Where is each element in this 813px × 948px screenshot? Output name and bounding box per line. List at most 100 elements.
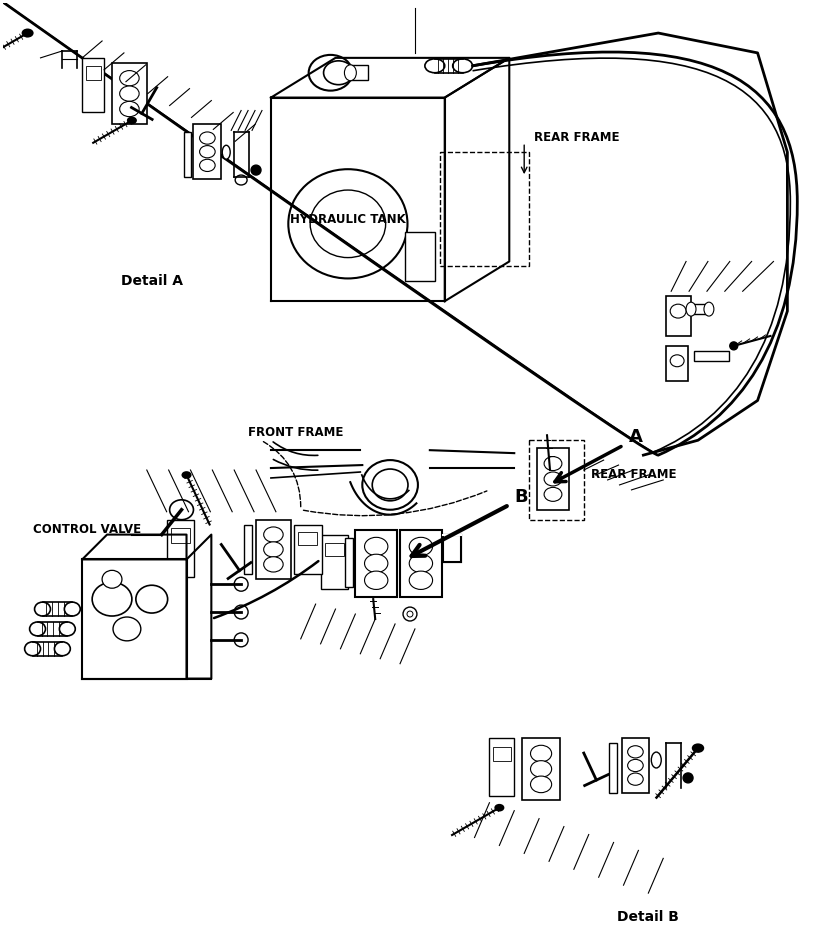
Ellipse shape (222, 145, 230, 159)
Ellipse shape (345, 64, 356, 81)
Ellipse shape (544, 472, 562, 486)
Bar (443, 535, 461, 562)
Ellipse shape (113, 617, 141, 641)
Text: REAR FRAME: REAR FRAME (591, 468, 676, 482)
Bar (112, 63, 147, 124)
Ellipse shape (234, 633, 248, 647)
Ellipse shape (311, 190, 385, 258)
Bar (193, 124, 221, 179)
Ellipse shape (183, 472, 190, 478)
Ellipse shape (29, 622, 46, 636)
Ellipse shape (453, 59, 472, 73)
Ellipse shape (628, 746, 643, 758)
Ellipse shape (251, 165, 261, 175)
Ellipse shape (234, 577, 248, 592)
Ellipse shape (704, 302, 714, 316)
Bar (609, 743, 616, 793)
Ellipse shape (64, 602, 80, 616)
Text: Detail A: Detail A (121, 274, 183, 288)
Text: Detail B: Detail B (617, 910, 680, 924)
Bar (171, 528, 190, 542)
Text: CONTROL VALVE: CONTROL VALVE (33, 523, 141, 537)
Bar (82, 58, 104, 113)
Ellipse shape (544, 457, 562, 470)
Bar (298, 532, 317, 544)
Ellipse shape (120, 86, 139, 101)
Ellipse shape (170, 500, 193, 520)
Ellipse shape (683, 773, 693, 783)
Ellipse shape (235, 175, 247, 185)
Text: B: B (515, 488, 528, 506)
Bar (666, 296, 691, 336)
Bar (346, 538, 354, 587)
Bar (694, 351, 728, 361)
Bar (493, 747, 511, 761)
Bar (522, 738, 560, 800)
Ellipse shape (544, 487, 562, 501)
Bar (400, 530, 441, 597)
Ellipse shape (686, 302, 696, 316)
Ellipse shape (693, 744, 703, 752)
Ellipse shape (409, 555, 433, 573)
Bar (244, 524, 252, 574)
Ellipse shape (407, 611, 413, 617)
Bar (440, 153, 529, 266)
Ellipse shape (234, 605, 248, 619)
Ellipse shape (531, 745, 552, 762)
Bar (537, 448, 569, 510)
Bar (529, 440, 584, 520)
Ellipse shape (403, 607, 417, 621)
Ellipse shape (730, 342, 737, 350)
Bar (167, 520, 194, 577)
Ellipse shape (670, 355, 684, 367)
Ellipse shape (324, 61, 354, 84)
Ellipse shape (136, 585, 167, 613)
Bar (320, 535, 349, 590)
Bar (350, 64, 368, 80)
Bar (85, 66, 101, 80)
Ellipse shape (289, 169, 407, 279)
Text: FRONT FRAME: FRONT FRAME (248, 426, 343, 439)
Ellipse shape (59, 622, 76, 636)
Ellipse shape (263, 527, 283, 542)
Ellipse shape (628, 759, 643, 772)
Bar (324, 543, 344, 556)
Ellipse shape (531, 760, 552, 777)
Ellipse shape (409, 538, 433, 556)
Ellipse shape (263, 542, 283, 557)
Text: HYDRAULIC TANK: HYDRAULIC TANK (290, 212, 406, 226)
Bar (184, 133, 192, 177)
Bar (256, 520, 291, 579)
Ellipse shape (364, 538, 388, 556)
Ellipse shape (102, 571, 122, 588)
Ellipse shape (531, 776, 552, 793)
Bar (489, 738, 515, 795)
Bar (293, 524, 322, 574)
Bar (691, 304, 709, 314)
Ellipse shape (409, 571, 433, 590)
Ellipse shape (54, 642, 70, 656)
Ellipse shape (364, 555, 388, 573)
Ellipse shape (35, 602, 50, 616)
Ellipse shape (199, 146, 215, 157)
Ellipse shape (199, 159, 215, 172)
Ellipse shape (495, 805, 503, 811)
Bar (82, 559, 186, 679)
Bar (405, 231, 435, 282)
Ellipse shape (24, 642, 41, 656)
Bar (666, 346, 688, 381)
Ellipse shape (199, 132, 215, 144)
Ellipse shape (670, 304, 686, 319)
Ellipse shape (651, 752, 661, 768)
Ellipse shape (128, 118, 136, 123)
Ellipse shape (309, 55, 352, 91)
Ellipse shape (364, 571, 388, 590)
Bar (355, 530, 397, 597)
Ellipse shape (92, 582, 132, 616)
Ellipse shape (120, 101, 139, 117)
Ellipse shape (628, 773, 643, 785)
Ellipse shape (263, 556, 283, 572)
Ellipse shape (23, 29, 33, 37)
Ellipse shape (372, 469, 408, 501)
Bar (621, 738, 650, 793)
